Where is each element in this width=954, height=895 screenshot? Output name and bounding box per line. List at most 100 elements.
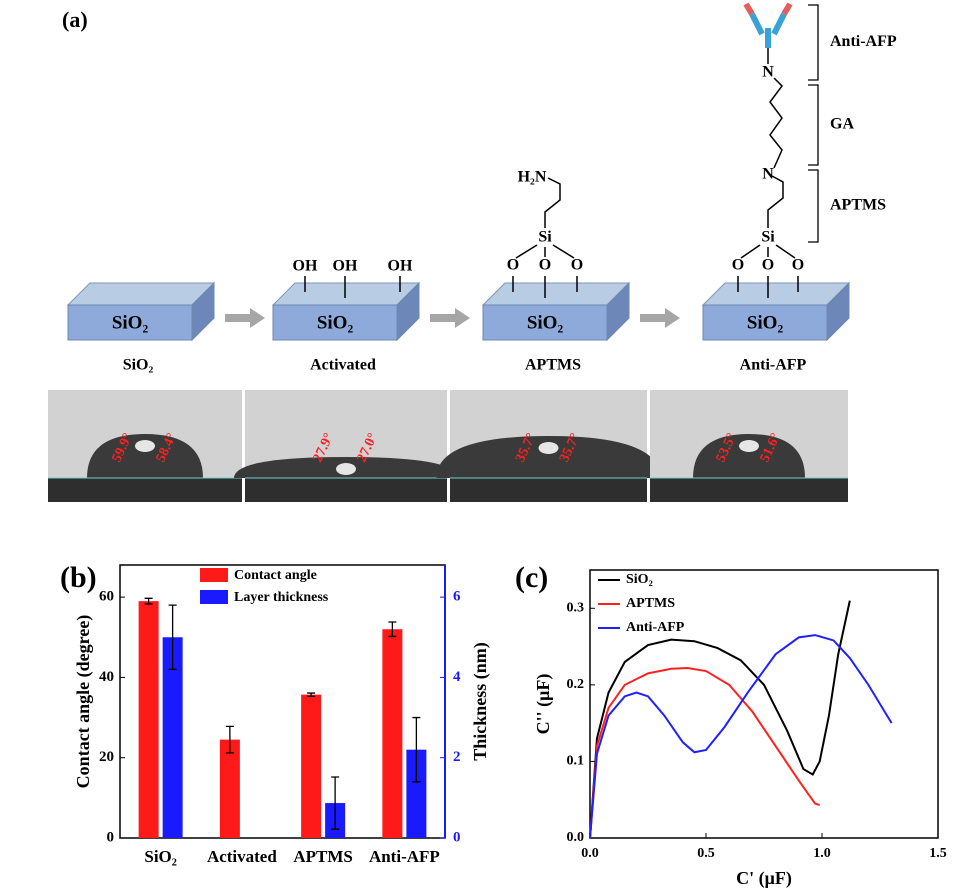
label: N (762, 64, 774, 81)
bracket (808, 4, 819, 81)
antibody (749, 12, 787, 48)
bond (769, 77, 783, 169)
substrate-side (396, 281, 420, 342)
label: O (762, 257, 774, 274)
arrow (640, 308, 680, 328)
label: OH (333, 258, 358, 275)
label: SiO₂ (527, 312, 564, 333)
label: SiO₂ (123, 357, 154, 374)
panel-b: (b) 0 20 40 60 0 2 4 6 Contact angle (degree) Thic… (60, 561, 491, 866)
error-bar (331, 776, 340, 830)
substrate-top (701, 282, 851, 306)
highlight (135, 440, 155, 452)
label: OH (388, 258, 413, 275)
y-tick-label: 0.3 (567, 601, 585, 616)
label: SiO₂ (317, 312, 354, 333)
label: O (732, 257, 744, 274)
label: H₂N (518, 169, 547, 186)
bond (740, 244, 761, 259)
y-axis-label: Contact angle (degree) (73, 615, 94, 789)
label: GA (830, 116, 854, 133)
bar (382, 629, 403, 838)
y2-tick-label: 2 (453, 749, 461, 765)
droplet (693, 434, 805, 478)
x-tick-label: SiO₂ (144, 847, 177, 866)
photo-shadow (245, 478, 447, 502)
highlight (538, 442, 559, 454)
bond (767, 175, 784, 228)
y-tick-label: 0.2 (567, 677, 585, 692)
x-tick-label: 1.0 (813, 846, 831, 861)
y-tick-label: 0.1 (567, 754, 585, 769)
droplet (87, 434, 203, 478)
y-tick-label: 40 (99, 669, 114, 685)
error-bar (412, 716, 421, 783)
y2-tick-label: 0 (453, 829, 461, 845)
legend-swatch (200, 568, 228, 582)
series-line (589, 667, 820, 839)
bond (552, 244, 575, 259)
x-tick-label: 1.5 (929, 846, 947, 861)
y-tick-label: 20 (99, 749, 114, 765)
photo-shadow (650, 478, 848, 502)
label: O (571, 257, 583, 274)
legend-label: SiO₂ (626, 572, 653, 587)
bar (219, 739, 240, 838)
y-tick-label: 60 (99, 589, 114, 605)
substrate-top (481, 282, 631, 306)
bar (138, 601, 159, 838)
bar (162, 637, 183, 838)
highlight (739, 440, 759, 452)
bond (775, 244, 796, 259)
panel-a: SiO₂ SiO₂ SiO₂ Activated SiO₂ APTMS SiO₂ Anti-A… (48, 2, 897, 502)
photo-shadow (48, 478, 242, 502)
axes-frame (589, 569, 939, 839)
y-tick-label: 0.0 (567, 830, 585, 845)
panel-label: (b) (60, 561, 97, 594)
bar (406, 749, 427, 838)
error-bar (168, 604, 177, 671)
bond (544, 177, 561, 228)
label: APTMS (830, 197, 886, 214)
label: O (539, 257, 551, 274)
y2-axis-label: Thickness (nm) (470, 642, 491, 761)
panel-label: (c) (515, 561, 548, 594)
label: Anti-AFP (740, 357, 807, 374)
panel-c: (c) 0.0 0.1 0.2 0.3 0.0 0.5 1.0 1.5 C' (μF) C'' (μ… (515, 561, 947, 889)
label: O (792, 257, 804, 274)
error-bar (388, 621, 397, 638)
label: Anti-AFP (830, 33, 897, 50)
legend-label: APTMS (626, 596, 675, 611)
substrate-top (271, 282, 421, 306)
series-line (589, 634, 893, 839)
x-axis-label: C' (μF) (736, 868, 792, 889)
series-line (589, 600, 851, 839)
label: Si (761, 229, 775, 246)
legend-label: Anti-AFP (626, 620, 685, 635)
y-axis-label: C'' (μF) (533, 674, 554, 735)
arrow (225, 308, 265, 328)
substrate-side (606, 281, 630, 342)
error-bar (225, 725, 234, 754)
bracket (808, 84, 819, 166)
y2-tick-label: 6 (453, 589, 461, 605)
substrate-side (826, 281, 850, 342)
arrow (430, 308, 470, 328)
label: SiO₂ (747, 312, 784, 333)
error-bar (307, 692, 316, 697)
photo-shadow (450, 478, 647, 502)
label: OH (293, 258, 318, 275)
y-tick-label: 0 (107, 829, 115, 845)
bond (515, 244, 538, 259)
label: N (762, 166, 774, 183)
x-tick-label: APTMS (293, 847, 353, 866)
legend-swatch (200, 590, 228, 604)
x-tick-label: 0.0 (581, 846, 599, 861)
substrate-top (66, 282, 216, 306)
label: SiO₂ (112, 312, 149, 333)
error-bar (144, 597, 153, 605)
highlight (336, 463, 356, 475)
bar (301, 694, 322, 838)
y2-tick-label: 4 (453, 669, 461, 685)
